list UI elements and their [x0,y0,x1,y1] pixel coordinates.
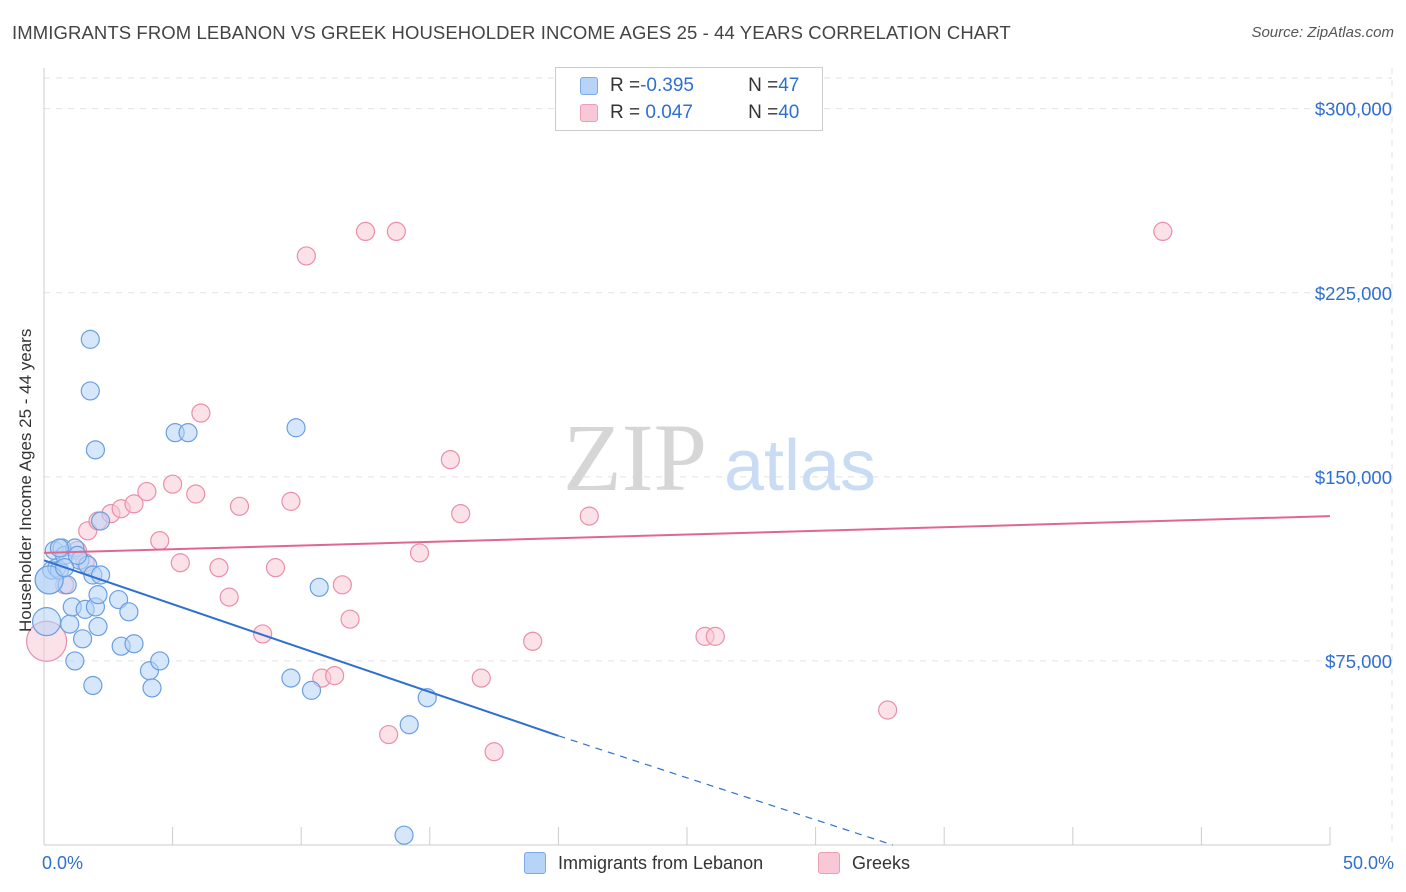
greeks-point [170,553,190,573]
lebanon-point [301,680,322,700]
watermark-zip: ZIP [563,404,707,511]
legend-r-label: R = [610,102,641,123]
greeks-point [471,668,491,688]
greeks-point [191,403,211,423]
grid-lines [44,68,1393,845]
greeks-point [340,609,360,629]
legend-label-greeks: Greeks [852,852,911,873]
source-label: Source: ZipAtlas.com [1251,24,1394,41]
lebanon-point [394,825,414,845]
legend-r-value: 0.047 [640,102,693,123]
y-tick-labels: $75,000 $150,000 $225,000 $300,000 [1315,99,1392,672]
lebanon-point [108,589,129,610]
greeks-point [355,221,376,241]
greeks-point [229,496,250,516]
legend-label-lebanon: Immigrants from Lebanon [558,852,764,873]
lebanon-point [49,538,70,558]
lebanon-point [178,423,198,443]
lebanon-point [399,715,419,735]
greeks-point [325,666,345,686]
greeks-point [440,450,460,470]
y-tick-label: $150,000 [1315,467,1392,488]
legend-swatch-blue [524,852,546,874]
trend-lines [43,515,1331,846]
greeks-trend-line [43,515,1331,554]
greeks-point [265,558,286,578]
greeks-point [451,504,471,524]
greeks-point [219,587,239,607]
lebanon-point [88,585,108,605]
x-max-label: 50.0% [1342,853,1394,873]
lebanon-point [31,607,62,637]
legend-n-label: N = [748,75,779,96]
lebanon-point [60,614,80,634]
greeks-point [296,246,316,266]
watermark-atlas: atlas [724,426,876,506]
series-legend: Immigrants from Lebanon Greeks [0,852,1406,876]
greeks-point [281,491,301,511]
lebanon-point [80,381,100,401]
greeks-point [186,484,206,504]
greeks-point [1153,221,1173,241]
lebanon-point [83,675,103,696]
lebanon-point [34,565,64,595]
legend-row-greeks: R = 0.047 N = 40 [580,101,799,125]
greeks-point [705,626,725,646]
lebanon-point [150,651,170,671]
correlation-legend: R = -0.395 N = 47 R = 0.047 N = 40 [555,67,823,131]
lebanon-trend-extension [558,735,893,846]
legend-swatch-pink [580,104,598,122]
greeks-point [484,742,504,762]
legend-r-value: -0.395 [640,75,694,96]
legend-n-value: 47 [778,75,800,96]
legend-n-label: N = [748,102,779,123]
lebanon-point [90,565,111,585]
watermark: ZIP atlas [563,404,876,511]
greeks-point [137,481,157,502]
greeks-point [523,631,543,651]
greeks-point [209,558,229,578]
lebanon-point [65,651,85,671]
greeks-point [379,724,399,745]
lebanon-point [281,668,301,688]
legend-r-label: R = [610,75,641,96]
greeks-point [579,506,599,526]
lebanon-point [80,329,100,349]
lebanon-point [119,602,139,622]
greeks-point [386,221,406,241]
greeks-point [163,474,183,494]
y-tick-label: $225,000 [1315,283,1392,304]
lebanon-point [142,678,162,698]
legend-item-greeks: Greeks [818,852,910,874]
greeks-point [878,700,898,720]
greeks-point [409,543,430,563]
lebanon-point [72,629,93,649]
lebanon-point [309,577,329,597]
lebanon-point [67,545,88,565]
legend-item-lebanon: Immigrants from Lebanon [524,852,763,874]
greeks-point [150,531,170,551]
lebanon-point [85,440,106,460]
y-tick-label: $300,000 [1315,99,1392,120]
chart-title: IMMIGRANTS FROM LEBANON VS GREEK HOUSEHO… [12,22,1011,43]
greeks-point [332,575,352,595]
axes [43,68,1331,846]
x-min-label: 0.0% [42,853,84,873]
lebanon-point [88,616,108,637]
lebanon-point [286,418,306,438]
legend-row-lebanon: R = -0.395 N = 47 [580,74,799,98]
greeks-point [124,494,144,514]
legend-swatch-blue [580,77,598,95]
legend-n-value: 40 [778,102,800,123]
lebanon-trend-line [43,559,559,737]
lebanon-point [124,634,144,654]
lebanon-points [31,329,437,845]
lebanon-point [90,511,111,531]
y-axis-title: Householder Income Ages 25 - 44 years [16,328,35,632]
legend-swatch-pink [818,852,840,874]
y-tick-label: $75,000 [1325,651,1392,672]
